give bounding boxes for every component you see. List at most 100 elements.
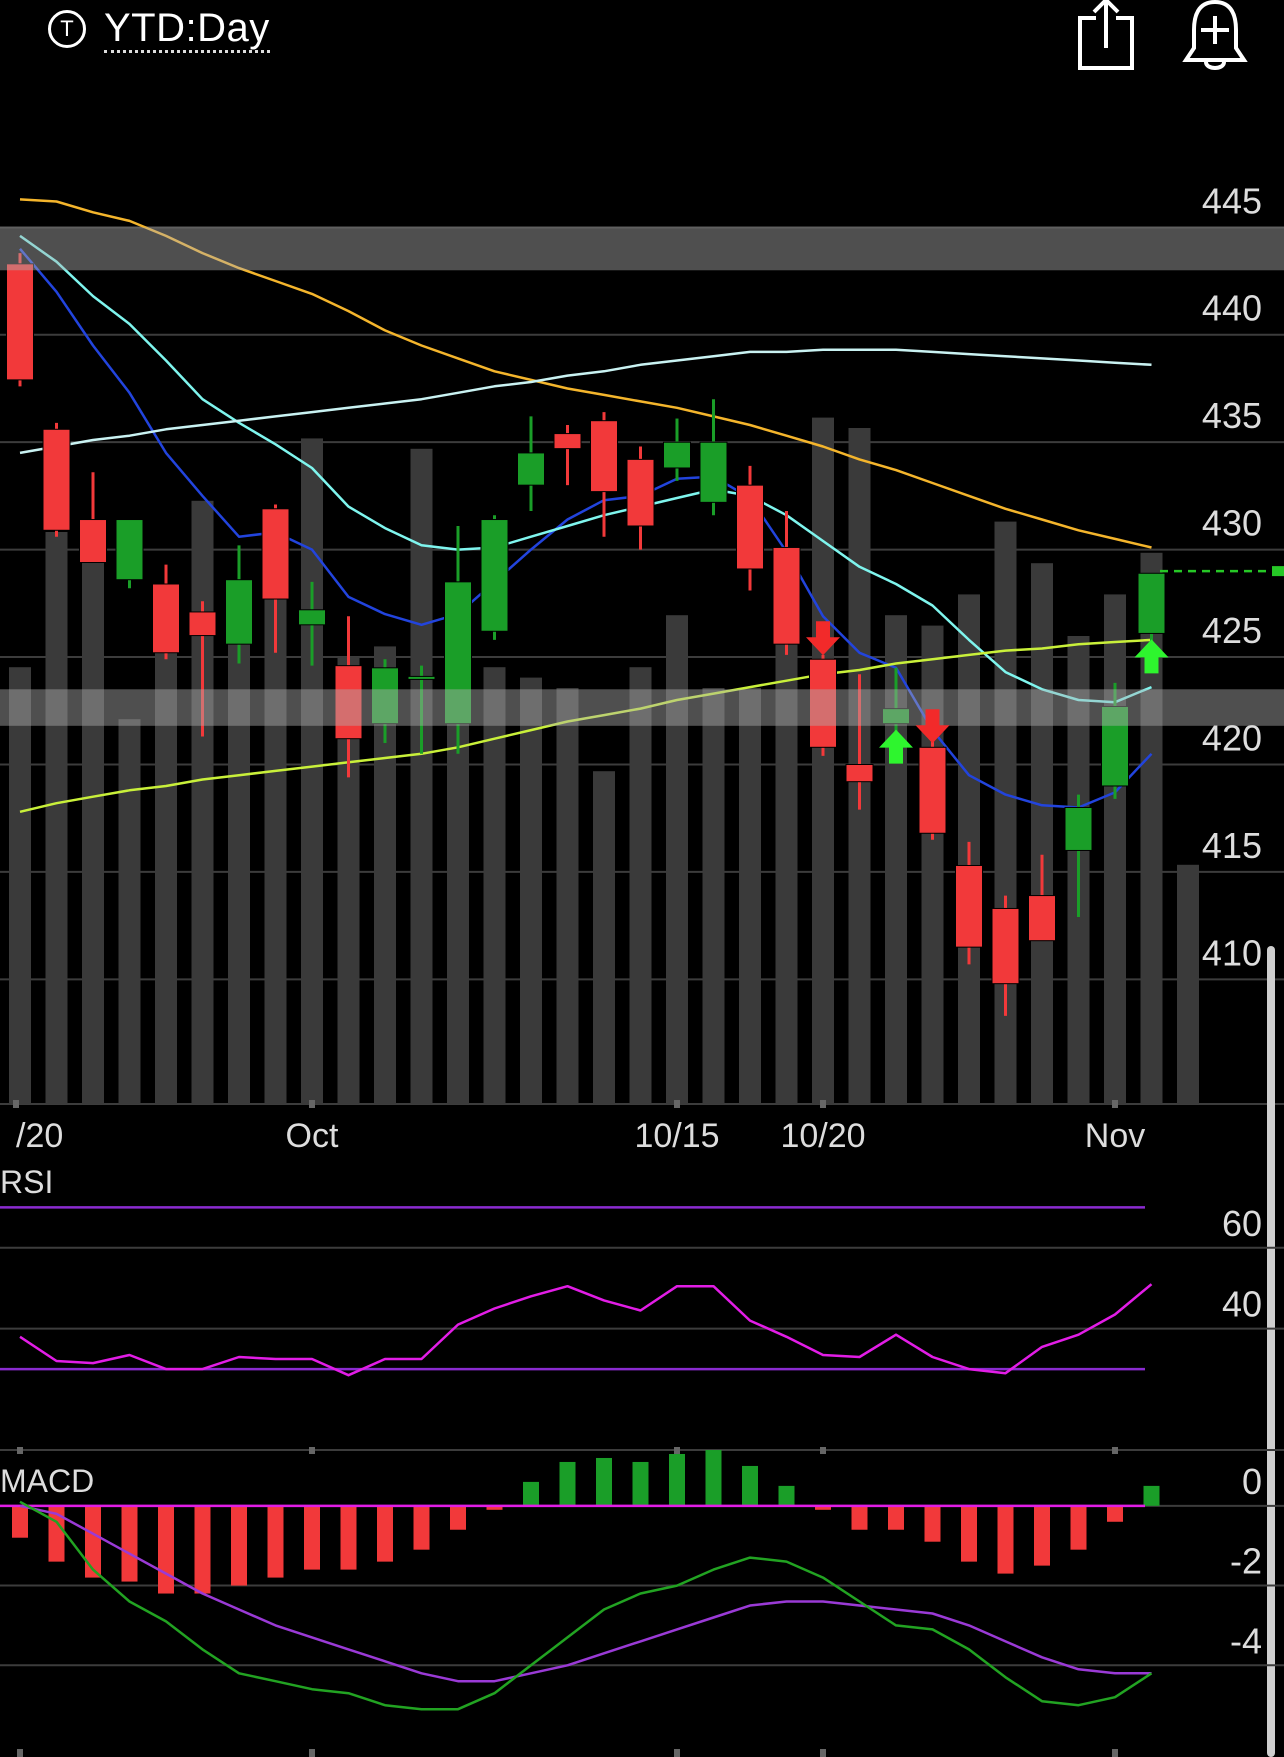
volume-bar [812, 417, 834, 1105]
sell-signal-arrow [915, 709, 950, 744]
volume-bar [447, 708, 469, 1104]
buy-signal-arrow [879, 729, 913, 764]
price-y-tick: 435 [1202, 395, 1262, 436]
candle-body [1137, 572, 1166, 634]
price-y-tick: 445 [1202, 180, 1262, 221]
buy-signal-arrow [1134, 639, 1169, 674]
candle-body [152, 583, 180, 654]
volume-bar [410, 448, 433, 1104]
macd-histogram-bar [705, 1450, 722, 1506]
macd-histogram-bar [413, 1505, 430, 1550]
x-tick-mark [309, 1100, 315, 1108]
macd-histogram-bar [851, 1505, 868, 1530]
candle-body [626, 458, 655, 527]
volume-bar [9, 667, 31, 1104]
macd-histogram-bar [304, 1505, 320, 1570]
macd-x-tick-mark [1112, 1749, 1118, 1757]
rsi-y-tick: 60 [1222, 1203, 1262, 1244]
moving-average-line [19, 198, 1152, 549]
share-icon [1078, 0, 1134, 70]
candle-body [663, 441, 691, 469]
volume-bar [520, 677, 542, 1104]
macd-x-tick-mark [820, 1749, 826, 1757]
macd-histogram-bar [486, 1505, 503, 1510]
macd-histogram-bar [1070, 1505, 1087, 1550]
macd-histogram-bar [267, 1505, 284, 1578]
macd-histogram-bar [778, 1485, 795, 1506]
price-band [0, 227, 1284, 271]
price-y-tick: 430 [1202, 503, 1262, 544]
x-axis-label: Nov [1085, 1117, 1145, 1155]
macd-histogram-bar [961, 1505, 977, 1562]
candle-body [553, 433, 582, 450]
candle-body [699, 441, 728, 503]
macd-x-tick-mark [309, 1749, 315, 1757]
scrollbar-thumb [1267, 946, 1275, 1757]
volume-bar [739, 688, 761, 1104]
macd-histogram-bar [377, 1505, 393, 1562]
macd-histogram-bar [632, 1461, 649, 1506]
x-tick-mark [674, 1100, 680, 1108]
candle-body [590, 420, 618, 493]
x-tick-mark [13, 1100, 19, 1108]
candle-body [882, 708, 910, 725]
rsi-x-tick-mark [820, 1447, 826, 1454]
moving-average-line [19, 638, 1152, 814]
candle-body [371, 667, 399, 725]
macd-histogram-bar [1034, 1505, 1050, 1566]
candle-body [261, 508, 290, 600]
candle-body [79, 519, 107, 564]
rsi-x-tick-mark [1112, 1447, 1118, 1454]
price-y-tick: 415 [1202, 825, 1262, 866]
macd-histogram-bar [194, 1505, 211, 1594]
macd-histogram-bar [1107, 1505, 1123, 1522]
macd-y-tick: -2 [1230, 1541, 1262, 1582]
period-selector[interactable]: YTD:Day [104, 6, 270, 53]
volume-bar [483, 667, 506, 1104]
candle-body [407, 675, 436, 680]
macd-signal-line [19, 1504, 1152, 1683]
moving-average-line [19, 348, 1152, 455]
volume-bar [228, 584, 250, 1104]
moving-average-line [19, 247, 1153, 809]
macd-x-tick-mark [674, 1749, 680, 1757]
last-price-marker [1272, 566, 1284, 577]
candle-body [991, 907, 1020, 985]
volume-bar [45, 532, 68, 1104]
price-y-tick: 425 [1202, 610, 1262, 651]
add-alert-button[interactable] [1180, 0, 1250, 72]
candle-body [1064, 806, 1093, 851]
macd-y-tick: 0 [1242, 1461, 1262, 1502]
ticker-badge-icon[interactable]: T [48, 10, 86, 48]
share-button[interactable] [1072, 0, 1138, 72]
candle-body [188, 611, 217, 637]
candle-body [1028, 895, 1056, 942]
rsi-line [19, 1283, 1153, 1377]
price-y-tick: 440 [1202, 288, 1262, 329]
volume-bar [921, 625, 944, 1104]
candle-body [298, 609, 326, 626]
volume-bar [593, 771, 615, 1104]
volume-bar [191, 500, 214, 1104]
volume-bar [775, 594, 798, 1104]
volume-bar [556, 688, 579, 1104]
candle-body [736, 484, 764, 570]
price-y-tick: 420 [1202, 717, 1262, 758]
candle-body [918, 746, 947, 834]
candle-body [517, 452, 545, 486]
rsi-label: RSI [0, 1164, 53, 1200]
volume-bar [155, 584, 177, 1104]
x-axis-label: Oct [286, 1117, 339, 1155]
candle-body [444, 581, 472, 725]
candle-body [809, 658, 837, 748]
volume-bar [702, 688, 725, 1104]
candle-body [772, 546, 801, 645]
volume-bar [1104, 594, 1126, 1104]
macd-histogram-bar [924, 1505, 941, 1542]
rsi-x-tick-mark [674, 1447, 680, 1454]
volume-bar [337, 656, 360, 1104]
candle-body [115, 519, 144, 581]
candle-body [845, 763, 874, 783]
rsi-y-tick: 40 [1222, 1284, 1262, 1325]
